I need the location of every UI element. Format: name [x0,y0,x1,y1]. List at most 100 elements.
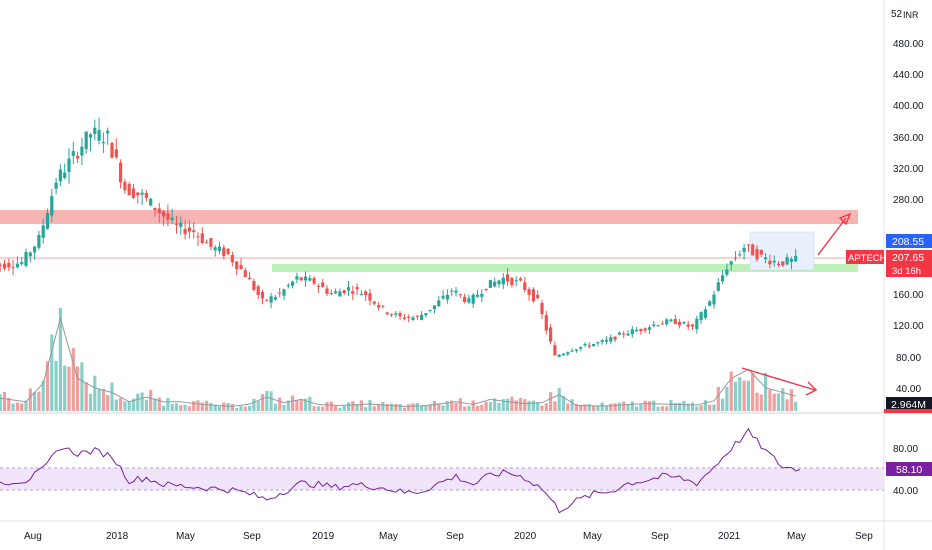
support-zone[interactable] [272,264,858,272]
candle-body[interactable] [101,142,105,144]
candle-body[interactable] [432,305,437,310]
candle-body[interactable] [273,297,277,300]
candle-body[interactable] [183,229,187,235]
candle-body[interactable] [592,344,596,347]
candle-body[interactable] [480,293,484,297]
candle-body[interactable] [394,313,398,315]
candle-body[interactable] [140,192,144,195]
candle-body[interactable] [725,269,729,275]
candle-body[interactable] [213,247,217,251]
candle-body[interactable] [33,246,37,253]
candle-body[interactable] [282,289,286,296]
candle-body[interactable] [131,188,136,198]
candle-body[interactable] [497,280,501,285]
candle-body[interactable] [463,296,467,303]
candle-body[interactable] [415,315,419,317]
candle-body[interactable] [84,131,88,149]
candle-body[interactable] [359,294,363,296]
candle-body[interactable] [67,158,71,173]
candle-body[interactable] [690,324,695,327]
candle-body[interactable] [209,238,213,247]
candle-body[interactable] [708,301,712,306]
candle-body[interactable] [0,264,2,266]
candle-body[interactable] [226,248,230,255]
candle-body[interactable] [536,294,540,299]
candle-body[interactable] [407,316,411,318]
candle-body[interactable] [643,328,647,331]
candle-body[interactable] [428,309,432,311]
candle-body[interactable] [166,213,170,220]
candle-body[interactable] [265,299,269,301]
candle-body[interactable] [579,346,583,349]
candle-body[interactable] [97,130,101,141]
candle-body[interactable] [351,291,355,294]
candle-body[interactable] [600,340,604,342]
candle-body[interactable] [695,318,699,329]
candle-body[interactable] [7,262,11,268]
candle-body[interactable] [501,277,505,285]
candle-body[interactable] [678,321,682,326]
candle-body[interactable] [170,217,174,221]
candle-body[interactable] [527,289,531,295]
candle-body[interactable] [153,207,157,211]
candle-body[interactable] [243,270,247,277]
candle-body[interactable] [385,312,389,315]
price-axis[interactable]: 52 INR 480.00 440.00 400.00 360.00 320.0… [891,9,924,395]
candle-body[interactable] [295,276,299,280]
candle-body[interactable] [561,353,566,356]
candle-body[interactable] [136,192,140,196]
candle-body[interactable] [119,162,123,183]
candle-body[interactable] [192,230,196,232]
candle-body[interactable] [660,323,664,325]
candle-body[interactable] [772,260,776,263]
candle-body[interactable] [686,324,690,327]
rsi-line[interactable] [0,427,801,514]
candle-body[interactable] [303,276,308,281]
candle-body[interactable] [37,234,41,248]
candle-body[interactable] [329,293,333,295]
candle-body[interactable] [402,317,406,320]
candle-body[interactable] [716,282,720,291]
candle-body[interactable] [127,184,131,196]
candle-body[interactable] [738,254,742,256]
candle-body[interactable] [76,155,80,159]
candle-body[interactable] [493,281,497,287]
candle-body[interactable] [149,198,153,206]
candle-body[interactable] [613,336,617,340]
candle-body[interactable] [789,258,793,262]
candle-body[interactable] [299,277,303,281]
candle-body[interactable] [174,223,179,225]
candle-body[interactable] [325,288,329,294]
candle-body[interactable] [364,291,368,296]
candle-body[interactable] [110,142,114,158]
candle-body[interactable] [506,274,510,282]
candle-body[interactable] [587,345,591,347]
candle-body[interactable] [24,252,28,266]
candle-body[interactable] [665,319,669,325]
candle-body[interactable] [682,322,686,324]
candle-body[interactable] [196,236,200,238]
candle-body[interactable] [751,244,755,256]
candle-body[interactable] [123,181,127,191]
candle-body[interactable] [540,302,544,315]
candle-body[interactable] [669,319,673,322]
candle-body[interactable] [759,250,763,255]
candle-body[interactable] [733,257,738,259]
candle-body[interactable] [2,263,7,269]
candle-body[interactable] [617,332,621,335]
candle-body[interactable] [252,280,256,290]
candle-body[interactable] [342,290,346,294]
candle-body[interactable] [712,294,716,305]
candle-body[interactable] [377,305,381,308]
candle-body[interactable] [450,290,454,292]
candle-body[interactable] [291,281,295,286]
candle-body[interactable] [437,300,441,307]
candle-body[interactable] [652,324,656,326]
candle-body[interactable] [230,254,234,263]
candle-body[interactable] [445,294,449,300]
candle-body[interactable] [420,314,424,321]
candle-body[interactable] [248,277,252,280]
candle-body[interactable] [71,151,75,156]
candle-body[interactable] [570,350,574,352]
